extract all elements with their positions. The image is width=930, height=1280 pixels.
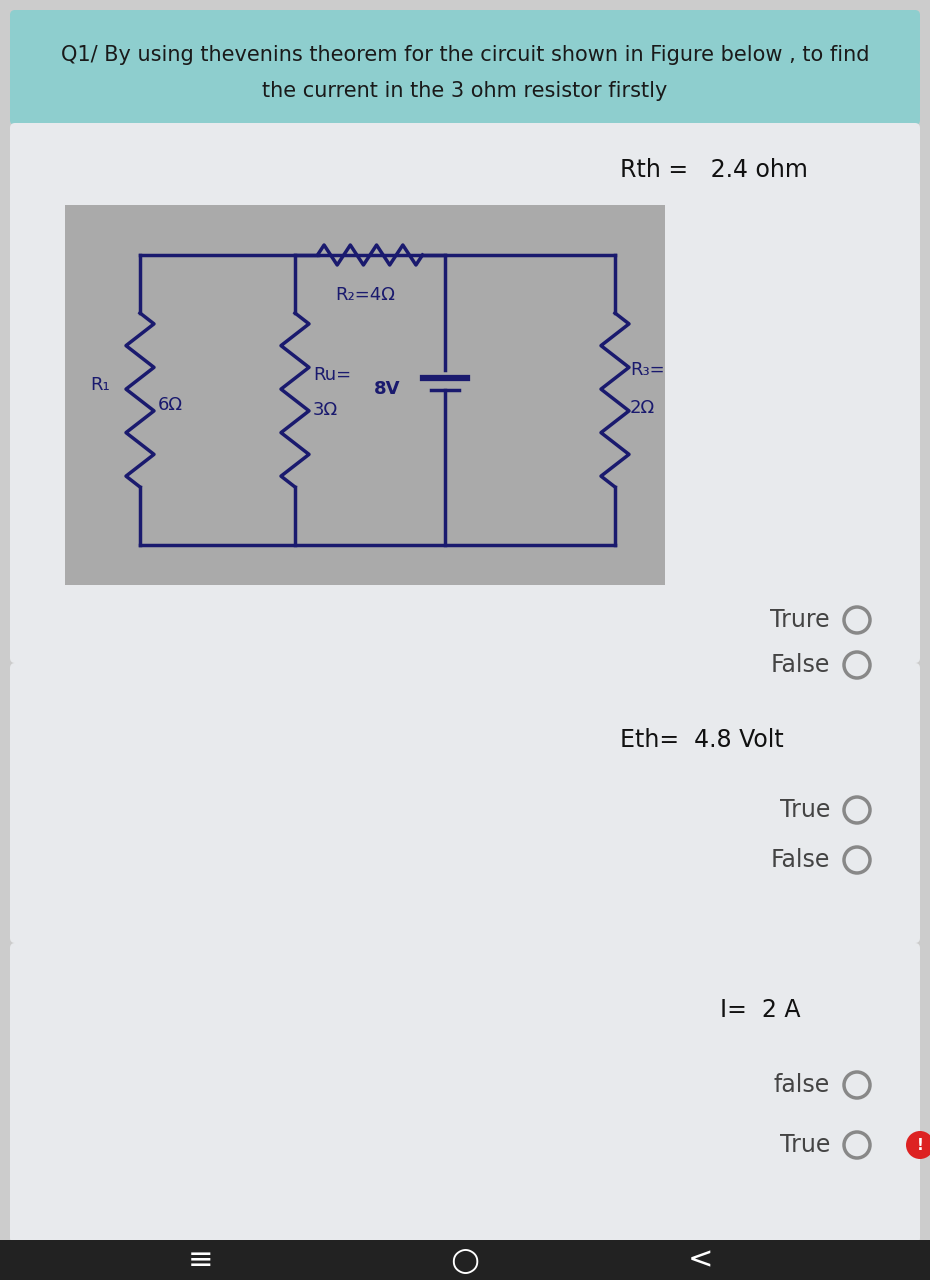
Text: R₁: R₁ bbox=[90, 376, 110, 394]
Text: ≡: ≡ bbox=[187, 1245, 213, 1275]
Text: I=  2 A: I= 2 A bbox=[720, 998, 801, 1021]
Text: the current in the 3 ohm resistor firstly: the current in the 3 ohm resistor firstl… bbox=[262, 81, 668, 101]
Text: 6Ω: 6Ω bbox=[158, 396, 183, 413]
Text: 8V: 8V bbox=[374, 380, 400, 398]
Text: 2Ω: 2Ω bbox=[630, 399, 655, 417]
Text: False: False bbox=[771, 653, 830, 677]
FancyBboxPatch shape bbox=[10, 123, 920, 663]
Text: !: ! bbox=[917, 1138, 923, 1152]
Text: Rth =   2.4 ohm: Rth = 2.4 ohm bbox=[620, 157, 808, 182]
Text: Trure: Trure bbox=[770, 608, 830, 632]
Text: Q1/ By using thevenins theorem for the circuit shown in Figure below , to find: Q1/ By using thevenins theorem for the c… bbox=[60, 45, 870, 65]
Text: <: < bbox=[687, 1245, 712, 1275]
Text: True: True bbox=[779, 797, 830, 822]
Text: R₂=4Ω: R₂=4Ω bbox=[335, 285, 395, 303]
FancyBboxPatch shape bbox=[65, 205, 665, 585]
Text: R₃=: R₃= bbox=[630, 361, 665, 379]
Text: Eth=  4.8 Volt: Eth= 4.8 Volt bbox=[620, 728, 784, 751]
Text: 3Ω: 3Ω bbox=[313, 401, 339, 419]
Text: Ru=: Ru= bbox=[313, 366, 352, 384]
Text: True: True bbox=[779, 1133, 830, 1157]
FancyBboxPatch shape bbox=[10, 10, 920, 125]
Circle shape bbox=[906, 1132, 930, 1158]
Text: False: False bbox=[771, 847, 830, 872]
FancyBboxPatch shape bbox=[10, 943, 920, 1243]
Text: false: false bbox=[774, 1073, 830, 1097]
Text: ○: ○ bbox=[450, 1243, 480, 1276]
FancyBboxPatch shape bbox=[0, 1240, 930, 1280]
FancyBboxPatch shape bbox=[10, 663, 920, 943]
